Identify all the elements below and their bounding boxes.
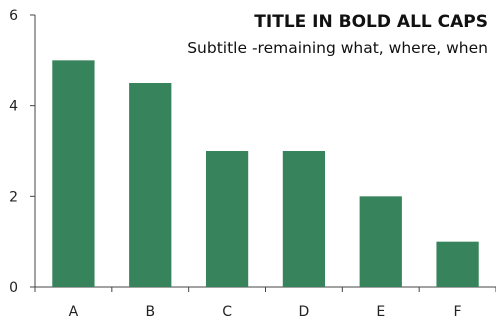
x-tick-label: F [454, 304, 462, 320]
bars [52, 60, 479, 288]
bar-a [52, 60, 95, 288]
bar-b [129, 83, 172, 287]
x-tick-label: D [299, 304, 310, 320]
bar-d [282, 151, 326, 287]
y-tick-label: 2 [9, 189, 18, 205]
x-tick-label: B [145, 304, 155, 320]
bar-f [436, 241, 479, 287]
x-tick-label: E [376, 304, 385, 320]
chart-subtitle: Subtitle -remaining what, where, when [187, 39, 488, 57]
y-tick-label: 6 [9, 8, 18, 24]
x-axis: A B C D E F [34, 286, 496, 320]
x-tick-label: A [69, 304, 79, 320]
bar-e [359, 196, 402, 287]
chart-title: TITLE IN BOLD ALL CAPS [254, 12, 488, 32]
bar-c [205, 151, 249, 287]
y-tick-label: 4 [9, 99, 18, 115]
y-axis: 0 2 4 6 [9, 8, 36, 296]
x-tick-label: C [222, 304, 232, 320]
y-tick-label: 0 [9, 280, 18, 296]
